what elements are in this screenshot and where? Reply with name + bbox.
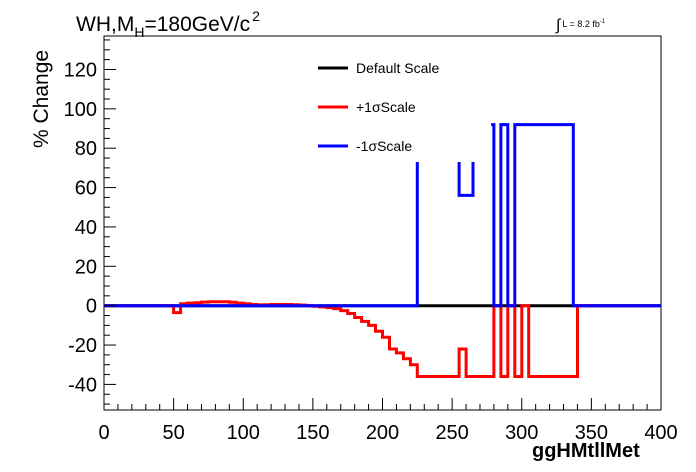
- axis-layer: 0 50 100 150 200 250 300 350 400 -40 -20 0 20 40 60 80 1…: [64, 39, 678, 444]
- y-tick-label: -40: [68, 374, 97, 396]
- series-layer: [104, 123, 661, 378]
- y-axis-label: % Change: [30, 49, 53, 148]
- luminosity-label: ∫ L = 8.2 fb-1: [556, 17, 606, 34]
- x-tick-label: 100: [227, 422, 260, 444]
- chart-title: WH,MH=180GeV/c 2: [76, 8, 260, 40]
- y-tick-label: 40: [75, 217, 97, 239]
- x-tick-label: 350: [575, 422, 608, 444]
- x-axis-label: ggHMtllMet: [532, 440, 640, 462]
- x-tick-label: 150: [296, 422, 329, 444]
- legend-layer: Default Scale +1σScale -1σScale: [318, 60, 439, 154]
- x-tick-label: 200: [366, 422, 399, 444]
- x-tick-label: 0: [98, 422, 109, 444]
- y-tick-label: 80: [75, 138, 97, 160]
- y-tick-label: 20: [75, 256, 97, 278]
- series-line-1: [104, 300, 661, 378]
- legend-label: Default Scale: [356, 60, 439, 76]
- legend-label: +1σScale: [356, 99, 416, 115]
- x-tick-label: 250: [435, 422, 468, 444]
- y-tick-label: 0: [86, 296, 97, 318]
- y-tick-label: -20: [68, 335, 97, 357]
- x-tick-label: 400: [644, 422, 677, 444]
- y-tick-label: 100: [64, 99, 97, 121]
- y-tick-label: 60: [75, 178, 97, 200]
- x-tick-label: 300: [505, 422, 538, 444]
- legend-label: -1σScale: [356, 138, 412, 154]
- y-tick-label: 120: [64, 59, 97, 81]
- x-tick-label: 50: [163, 422, 185, 444]
